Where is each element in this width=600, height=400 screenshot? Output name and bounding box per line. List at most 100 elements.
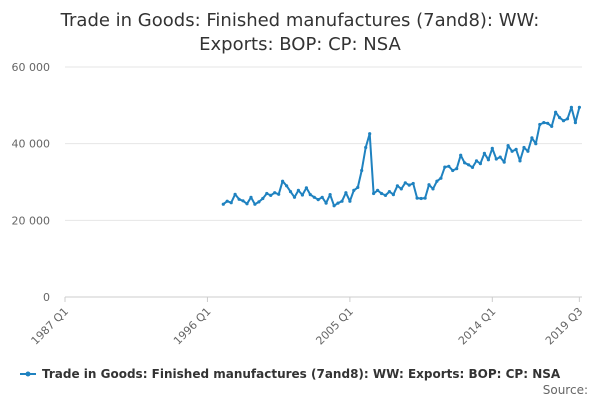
data-point[interactable] <box>324 201 328 205</box>
data-point[interactable] <box>316 198 320 202</box>
data-point[interactable] <box>577 105 582 109</box>
data-point[interactable] <box>277 192 281 196</box>
data-point[interactable] <box>478 162 482 166</box>
data-point[interactable] <box>502 160 506 164</box>
data-point[interactable] <box>344 191 348 195</box>
data-point[interactable] <box>379 191 384 196</box>
data-point[interactable] <box>411 181 415 186</box>
data-point[interactable] <box>510 149 514 153</box>
data-point[interactable] <box>486 158 490 162</box>
data-point[interactable] <box>435 179 439 183</box>
data-point[interactable] <box>431 187 435 191</box>
data-point[interactable] <box>558 116 562 120</box>
data-point[interactable] <box>308 193 312 197</box>
x-tick-label: 1987 Q1 <box>29 305 72 348</box>
data-point[interactable] <box>542 121 546 125</box>
data-point[interactable] <box>459 153 463 157</box>
data-point[interactable] <box>403 181 407 185</box>
data-point[interactable] <box>285 184 289 188</box>
data-point[interactable] <box>439 176 443 180</box>
data-point[interactable] <box>419 196 423 201</box>
data-point[interactable] <box>356 185 360 189</box>
data-point[interactable] <box>296 188 300 192</box>
data-point[interactable] <box>518 159 522 163</box>
data-point[interactable] <box>550 124 554 128</box>
data-point[interactable] <box>368 132 372 136</box>
data-point[interactable] <box>565 117 570 121</box>
data-point[interactable] <box>300 193 304 197</box>
data-point[interactable] <box>292 195 297 199</box>
data-point[interactable] <box>573 121 578 125</box>
chart-title-line-1: Trade in Goods: Finished manufactures (7… <box>60 10 540 31</box>
data-point[interactable] <box>391 193 395 197</box>
series-line <box>222 106 581 207</box>
y-tick-label: 60 000 <box>12 61 51 74</box>
data-point[interactable] <box>225 199 229 203</box>
data-point[interactable] <box>538 122 542 127</box>
data-point[interactable] <box>261 196 265 201</box>
data-point[interactable] <box>498 155 502 159</box>
data-point[interactable] <box>273 191 277 195</box>
x-axis: 1987 Q1 1996 Q1 2005 Q1 2014 Q1 2019 Q3 <box>29 297 585 348</box>
data-point[interactable] <box>372 191 376 196</box>
data-point[interactable] <box>312 195 316 199</box>
data-point[interactable] <box>423 196 427 200</box>
data-point[interactable] <box>387 190 391 194</box>
data-point[interactable] <box>427 183 431 187</box>
data-point[interactable] <box>474 159 479 163</box>
data-point[interactable] <box>332 204 336 208</box>
data-point[interactable] <box>455 167 459 171</box>
y-tick-label: 0 <box>43 291 50 304</box>
data-point[interactable] <box>320 195 324 199</box>
data-point[interactable] <box>561 119 566 123</box>
data-point[interactable] <box>257 200 261 204</box>
data-point[interactable] <box>530 136 534 140</box>
data-point[interactable] <box>482 151 486 155</box>
data-point[interactable] <box>288 190 293 194</box>
data-point[interactable] <box>443 165 447 169</box>
data-point[interactable] <box>249 195 253 199</box>
data-point[interactable] <box>265 191 269 196</box>
legend[interactable]: Trade in Goods: Finished manufactures (7… <box>20 367 561 381</box>
data-point[interactable] <box>383 193 388 197</box>
data-point[interactable] <box>554 110 558 114</box>
data-point[interactable] <box>233 192 237 196</box>
data-point[interactable] <box>451 168 455 173</box>
data-point[interactable] <box>569 105 574 109</box>
data-point[interactable] <box>447 164 451 168</box>
data-point[interactable] <box>463 161 467 165</box>
data-point[interactable] <box>470 165 475 169</box>
data-point[interactable] <box>336 201 340 205</box>
data-point[interactable] <box>494 157 498 161</box>
data-point[interactable] <box>522 145 526 150</box>
data-point[interactable] <box>221 202 225 206</box>
data-point[interactable] <box>348 199 352 203</box>
data-point[interactable] <box>352 188 356 192</box>
data-point[interactable] <box>281 179 285 183</box>
data-point[interactable] <box>514 147 518 151</box>
data-point[interactable] <box>229 201 233 205</box>
data-point[interactable] <box>328 193 332 197</box>
data-point[interactable] <box>407 183 411 187</box>
data-point[interactable] <box>241 199 245 203</box>
data-point[interactable] <box>245 202 249 206</box>
data-point[interactable] <box>399 187 403 191</box>
legend-label: Trade in Goods: Finished manufactures (7… <box>42 367 561 381</box>
data-point[interactable] <box>364 145 368 150</box>
data-point[interactable] <box>237 197 241 201</box>
data-point[interactable] <box>546 121 550 125</box>
data-point[interactable] <box>415 196 419 200</box>
data-point[interactable] <box>534 142 538 146</box>
data-point[interactable] <box>395 184 399 188</box>
data-point[interactable] <box>304 186 308 190</box>
data-point[interactable] <box>506 144 510 148</box>
data-point[interactable] <box>490 146 494 150</box>
data-point[interactable] <box>360 168 364 173</box>
data-point[interactable] <box>376 188 380 192</box>
data-point[interactable] <box>340 199 344 203</box>
data-point[interactable] <box>526 149 530 153</box>
data-point[interactable] <box>253 202 257 206</box>
legend-marker <box>25 371 31 377</box>
data-point[interactable] <box>269 193 273 197</box>
data-point[interactable] <box>467 163 471 167</box>
